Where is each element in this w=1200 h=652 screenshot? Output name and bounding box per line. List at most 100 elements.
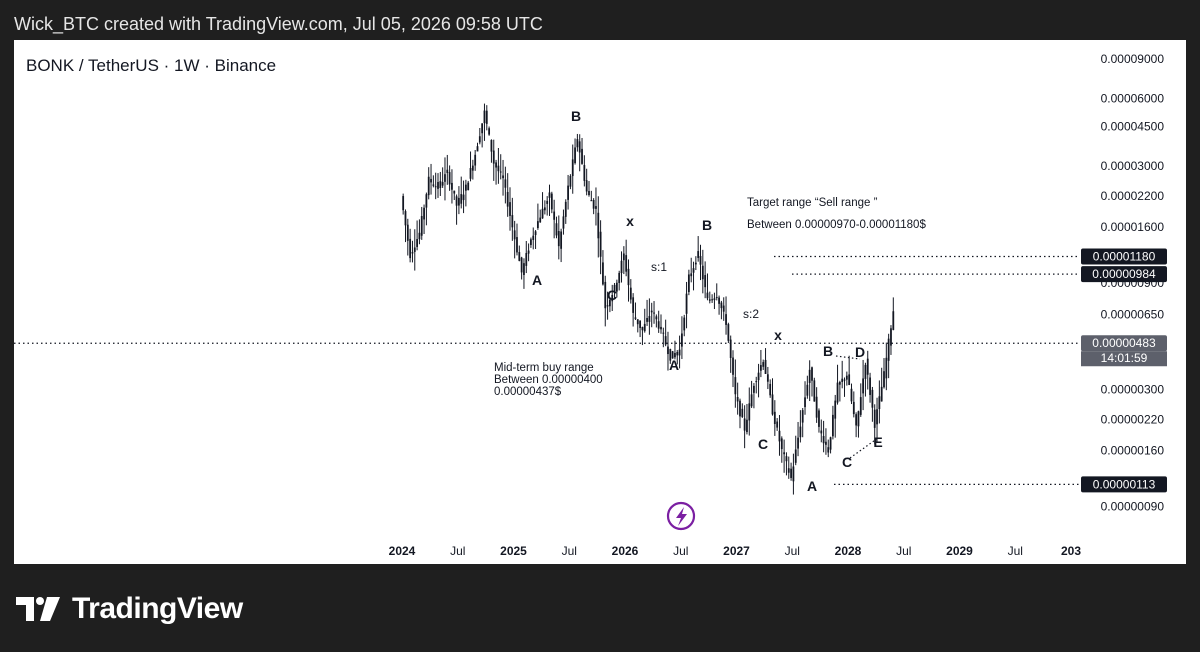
candle-body xyxy=(423,207,425,220)
x-tick-label: Jul xyxy=(673,544,688,558)
candle-body xyxy=(862,378,864,394)
candle-body xyxy=(418,232,421,240)
candle-body xyxy=(599,231,602,257)
candle-body xyxy=(711,299,714,301)
candle-body xyxy=(588,190,590,196)
candle-body xyxy=(504,179,507,188)
y-tick-label: 0.00009000 xyxy=(1101,52,1165,66)
x-tick-label: 2025 xyxy=(500,544,527,558)
candle-body xyxy=(581,148,583,164)
candle-body xyxy=(455,196,458,206)
wave-label: A xyxy=(532,272,542,288)
candle-body xyxy=(627,268,630,286)
candle-body xyxy=(892,311,895,330)
candle-body xyxy=(471,165,474,171)
candle-body xyxy=(778,430,781,442)
candle-body xyxy=(467,182,470,191)
x-tick-label: Jul xyxy=(562,544,577,558)
price-tag xyxy=(1081,248,1167,265)
candle-body xyxy=(787,468,790,473)
candle-body xyxy=(829,437,832,450)
candle-body xyxy=(569,176,572,187)
candle-body xyxy=(620,260,623,274)
candle-body xyxy=(753,385,755,393)
candle-body xyxy=(578,141,581,153)
candle-body xyxy=(509,202,511,216)
wave-label: x xyxy=(774,327,782,343)
candle-body xyxy=(527,250,530,254)
countdown-tag xyxy=(1081,351,1167,367)
candle-body xyxy=(683,317,686,331)
candle-body xyxy=(416,239,418,247)
candle-body xyxy=(597,212,600,239)
target-range-title: Target range “Sell range ” xyxy=(747,197,878,209)
candle-body xyxy=(523,263,525,276)
wave-label: s:1 xyxy=(651,260,667,274)
y-tick-label: 0.00002200 xyxy=(1101,189,1165,203)
buy-range-upper: 0.00000437$ xyxy=(494,386,562,398)
chart-panel[interactable]: Target range “Sell range ” Between 0.0000… xyxy=(14,40,1186,564)
candle-body xyxy=(430,178,432,183)
candle-body xyxy=(497,165,500,172)
candle-body xyxy=(843,379,846,381)
candle-body xyxy=(646,317,648,322)
wave-label: C xyxy=(758,436,768,452)
candle-body xyxy=(490,139,493,152)
candle-body xyxy=(548,192,551,198)
symbol-title: BONK / TetherUS · 1W · Binance xyxy=(26,56,277,75)
wave-label: s:2 xyxy=(743,307,759,321)
candle-body xyxy=(536,221,539,228)
candle-body xyxy=(885,357,888,379)
candle-body xyxy=(660,326,662,330)
candle-body xyxy=(448,172,451,185)
candle-body xyxy=(890,328,892,346)
x-tick-label: Jul xyxy=(896,544,911,558)
candle-body xyxy=(604,281,607,309)
candle-body xyxy=(713,298,716,301)
candle-body xyxy=(499,171,502,173)
candle-body xyxy=(848,374,851,385)
candle-body xyxy=(690,273,693,277)
price-tag-label: 0.00000483 xyxy=(1092,336,1156,350)
candle-body xyxy=(722,305,725,312)
x-tick-label: Jul xyxy=(1008,544,1023,558)
candle-body xyxy=(613,284,616,293)
candle-body xyxy=(411,252,414,254)
candle-body xyxy=(636,319,639,325)
candle-body xyxy=(506,191,509,207)
candle-body xyxy=(439,181,442,188)
candle-body xyxy=(692,268,695,273)
candle-body xyxy=(488,128,491,135)
candle-body xyxy=(845,375,848,380)
candle-body xyxy=(634,317,637,319)
y-tick-label: 0.00000300 xyxy=(1101,383,1165,397)
candle-body xyxy=(762,362,765,367)
x-tick-label: 203 xyxy=(1061,544,1081,558)
candle-body xyxy=(513,230,516,240)
price-tag-label: 0.00000984 xyxy=(1092,267,1156,281)
candle-body xyxy=(643,323,646,332)
candle-body xyxy=(764,359,767,374)
candle-body xyxy=(685,293,688,314)
candle-body xyxy=(655,316,658,320)
candle-body xyxy=(857,411,860,427)
candle-body xyxy=(757,372,760,381)
x-tick-label: Jul xyxy=(450,544,465,558)
candle-body xyxy=(873,409,876,428)
y-tick-label: 0.00003000 xyxy=(1101,159,1165,173)
candle-body xyxy=(525,253,528,266)
price-chart[interactable]: Target range “Sell range ” Between 0.0000… xyxy=(14,40,1186,564)
candle-body xyxy=(748,403,751,421)
y-tick-label: 0.00006000 xyxy=(1101,92,1165,106)
lightning-icon xyxy=(666,501,696,531)
tradingview-logo-icon xyxy=(16,597,60,621)
x-tick-label: 2026 xyxy=(612,544,639,558)
candle-body xyxy=(755,381,758,383)
candle-body xyxy=(639,320,641,328)
candle-body xyxy=(759,365,762,371)
candle-body xyxy=(650,310,653,313)
candle-body xyxy=(541,208,544,219)
candle-body xyxy=(880,386,883,402)
candle-body xyxy=(708,299,711,301)
